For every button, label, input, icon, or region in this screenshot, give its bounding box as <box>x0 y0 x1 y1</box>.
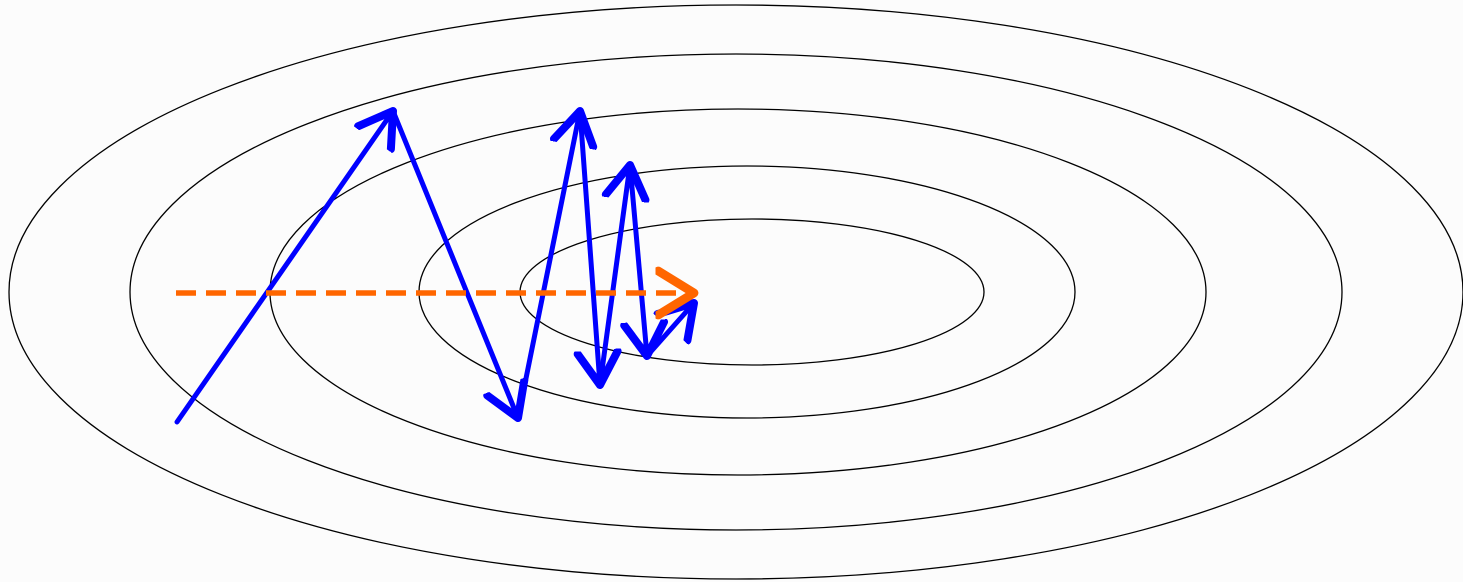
zigzag-step-arrow-2 <box>390 108 518 418</box>
zigzag-step-arrow-4 <box>580 108 600 385</box>
contour-ellipse-1 <box>8 4 1463 580</box>
zigzag-step-arrow-1 <box>174 111 393 425</box>
contour-ellipse-2 <box>129 53 1343 531</box>
zigzag-descent-path <box>174 108 694 425</box>
zigzag-step-arrow-6 <box>630 162 647 356</box>
zigzag-step-arrow-5 <box>597 165 630 388</box>
zigzag-step-arrow-3 <box>515 111 580 421</box>
